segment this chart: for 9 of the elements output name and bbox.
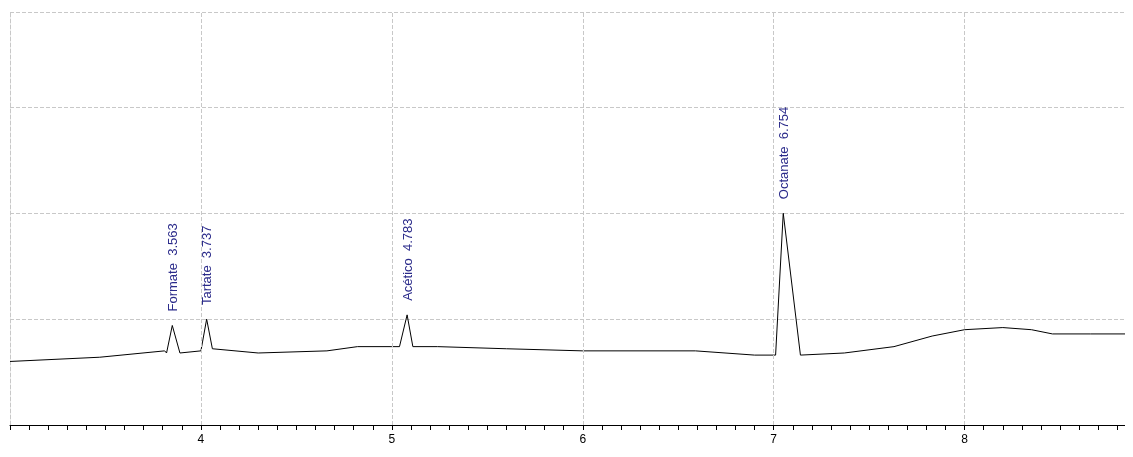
annotation: Tartate 3.737 — [199, 225, 215, 306]
x-tick-label: 7 — [770, 432, 778, 446]
x-tick-label: 6 — [579, 432, 587, 446]
x-tick-label: 4 — [197, 432, 205, 446]
x-tick-label: 8 — [961, 432, 969, 446]
annotation: Acético 4.783 — [399, 218, 415, 301]
annotation: Octanate 6.754 — [775, 106, 791, 200]
annotation: Formate 3.563 — [164, 223, 180, 312]
x-tick-label: 5 — [388, 432, 396, 446]
